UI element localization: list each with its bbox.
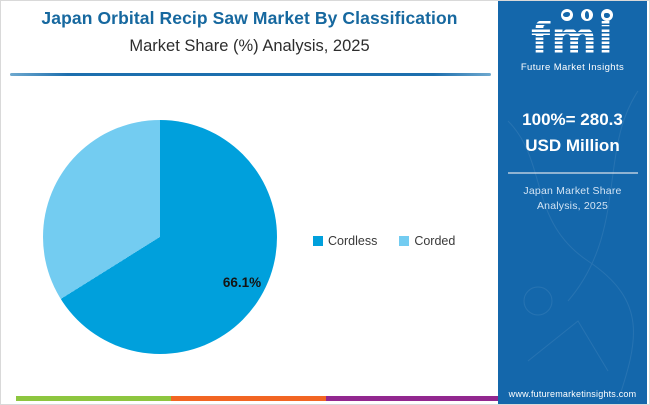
logo-globe-icons xyxy=(512,9,649,21)
legend-item-corded: Corded xyxy=(399,234,455,248)
page-title: Japan Orbital Recip Saw Market By Classi… xyxy=(41,8,458,28)
footer-color-stripe xyxy=(16,396,498,401)
globe-icon xyxy=(580,9,593,21)
analysis-caption-line2: Analysis, 2025 xyxy=(536,200,609,212)
fmi-logo: fmi Future Market Insights xyxy=(498,9,647,73)
stripe-green-segment xyxy=(16,396,171,401)
stripe-purple-segment xyxy=(326,396,498,401)
sidebar: fmi Future Market Insights 100%= 280.3 U… xyxy=(498,1,647,404)
globe-icon xyxy=(600,9,613,21)
market-size-line2: USD Million xyxy=(525,136,620,155)
chart-area: Japan Orbital Recip Saw Market By Classi… xyxy=(1,1,498,404)
title-underline xyxy=(10,73,491,76)
legend-label-corded: Corded xyxy=(414,234,456,248)
legend-swatch-cordless xyxy=(313,236,323,246)
fmi-logo-text: fmi xyxy=(530,13,615,64)
stripe-orange-segment xyxy=(171,396,326,401)
globe-icon xyxy=(560,9,573,21)
page-subtitle: Market Share (%) Analysis, 2025 xyxy=(129,37,370,55)
website-link[interactable]: www.futuremarketinsights.com xyxy=(508,389,637,399)
pie-chart xyxy=(43,120,277,354)
legend-swatch-corded xyxy=(399,236,410,246)
market-size-line1: 100%= 280.3 xyxy=(522,110,623,129)
pie-slice-data-label: 66.1% xyxy=(222,275,262,290)
analysis-caption: Japan Market Share Analysis, 2025 xyxy=(498,184,647,214)
fmi-logo-wordmark: Future Market Insights xyxy=(520,62,625,73)
legend-item-cordless: Cordless xyxy=(313,234,377,248)
legend-label-cordless: Cordless xyxy=(328,234,378,248)
analysis-caption-line1: Japan Market Share xyxy=(523,185,622,197)
sidebar-divider xyxy=(507,172,638,174)
market-size-headline: 100%= 280.3 USD Million xyxy=(498,107,647,159)
chart-legend: Cordless Corded xyxy=(313,234,455,248)
